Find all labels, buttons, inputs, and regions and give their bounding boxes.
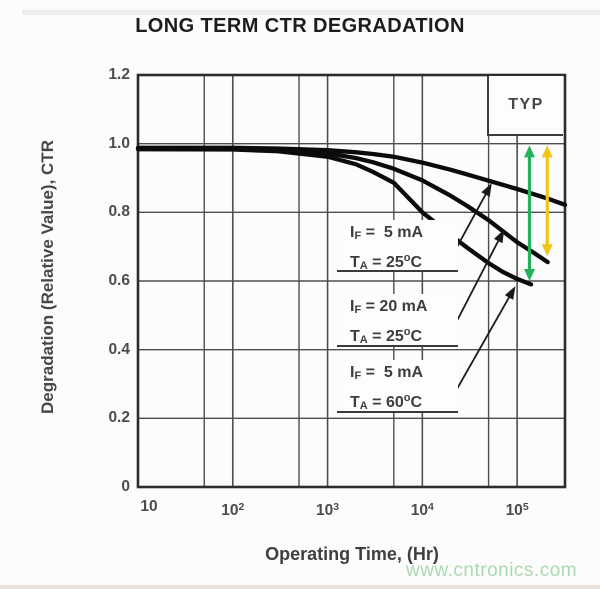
chart-title: LONG TERM CTR DEGRADATION	[135, 15, 465, 37]
leader-arrowhead-icon-2	[504, 286, 516, 300]
y-tick-label: 1.2	[108, 66, 130, 83]
curve-label-if5ma-ta25c: IF = 5 mA TA = 25oC	[337, 220, 458, 272]
y-tick-label: 0.2	[108, 409, 130, 427]
top-artifact-strip	[22, 10, 600, 15]
bottom-artifact-strip	[0, 585, 600, 589]
watermark-text: www.cntronics.com	[406, 560, 578, 581]
curve-label-line1: IF = 5 mA	[350, 224, 423, 242]
leader-arrowhead-icon-0	[481, 183, 492, 197]
x-tick-label: 103	[316, 501, 340, 519]
curve-label-if20ma-ta25c: IF = 20 mA TA = 25oC	[337, 294, 458, 347]
x-tick-label: 104	[410, 501, 434, 519]
y-tick-label: 0.4	[108, 340, 130, 358]
typ-label: TYP	[508, 96, 544, 113]
x-axis-title: Operating Time, (Hr)	[265, 544, 439, 564]
yellow-ctr-range-arrow-up-icon	[541, 145, 553, 158]
degradation-curve-2	[135, 147, 534, 287]
green-ctr-range-arrow-down-icon	[523, 269, 535, 281]
curve-label-line2: TA = 25oC	[350, 326, 423, 346]
curve-label-line2: TA = 25oC	[350, 252, 423, 272]
x-tick-label: 102	[221, 501, 245, 519]
x-tick-label: 105	[505, 501, 529, 519]
y-tick-label: 0.6	[108, 272, 130, 289]
curve-label-line2: TA = 60oC	[350, 392, 423, 412]
x-tick-label: 10	[140, 498, 158, 515]
y-tick-label: 0.8	[108, 203, 130, 221]
leader-arrowhead-icon-1	[493, 229, 505, 244]
curve-label-if5ma-ta60c: IF = 5 mA TA = 60oC	[337, 360, 458, 413]
y-tick-label: 1.0	[108, 134, 130, 152]
curve-label-line1: IF = 5 mA	[350, 364, 423, 382]
y-axis-title: Degradation (Relative Value), CTR	[38, 140, 57, 414]
typ-label-box: TYP	[487, 76, 563, 136]
plot-border	[136, 73, 567, 489]
curve-label-line1: IF = 20 mA	[350, 298, 428, 316]
green-ctr-range-arrow-up-icon	[523, 145, 535, 158]
y-tick-label: 0	[121, 478, 130, 495]
yellow-ctr-range-arrow-down-icon	[541, 244, 553, 257]
